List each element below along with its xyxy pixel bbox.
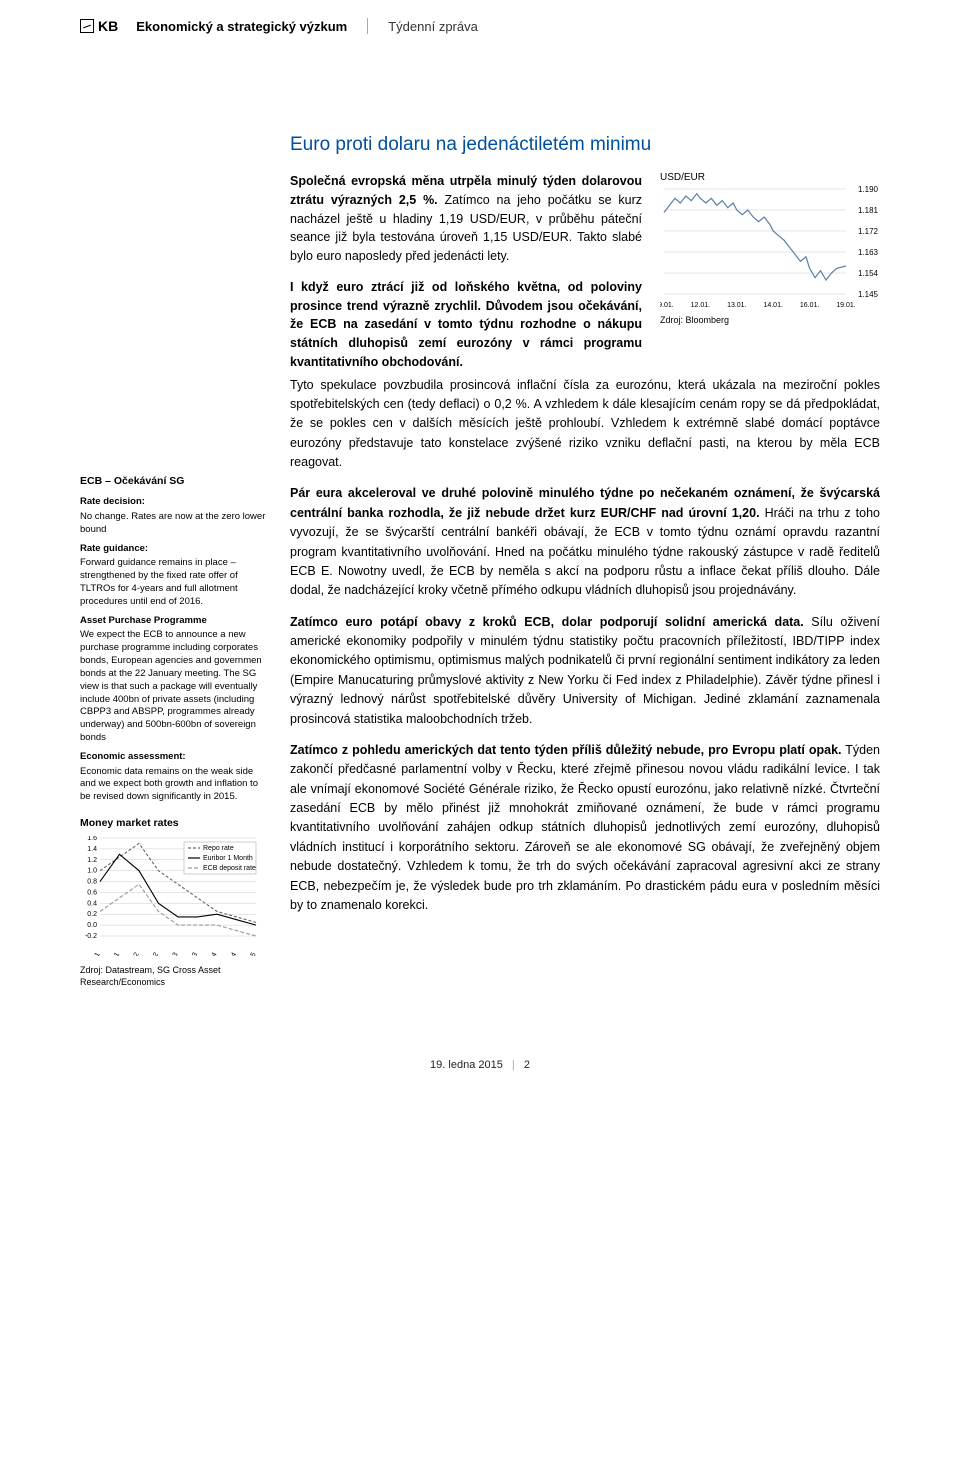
svg-text:-0.2: -0.2 [85,933,97,940]
asset-text: We expect the ECB to announce a new purc… [80,629,268,744]
svg-text:14.01.: 14.01. [763,302,783,309]
usd-eur-chart: 1.190 1.181 1.172 1.163 1.154 1.145 09.01. 12.0… [660,185,880,310]
svg-text:01-11: 01-11 [87,952,102,957]
lead-block: Společná evropská měna utrpěla minulý tý… [290,172,642,372]
svg-text:01-12: 01-12 [126,952,141,957]
footer-page: 2 [524,1059,530,1071]
footer-date: 19. ledna 2015 [430,1059,503,1071]
svg-text:1.2: 1.2 [87,857,97,864]
svg-text:07-12: 07-12 [145,952,160,957]
header: KB Ekonomický a strategický výzkum Týden… [80,18,880,34]
usd-chart-title: USD/EUR [660,172,880,183]
sidebar-title: ECB – Očekávání SG [80,474,268,488]
p4-rest: Sílu oživení americké ekonomiky podpořil… [290,615,880,726]
svg-text:01-15: 01-15 [243,952,258,957]
main-content: Euro proti dolaru na jedenáctiletém mini… [290,134,880,989]
rate-guidance-heading: Rate guidance: [80,543,268,556]
rate-decision-text: No change. Rates are now at the zero low… [80,511,268,537]
mm-title: Money market rates [80,816,268,830]
svg-text:1.154: 1.154 [858,269,879,278]
header-right: Týdenní zpráva [388,19,478,34]
logo: KB [80,18,118,34]
money-market-chart: 1.6 1.4 1.2 1.0 0.8 0.6 0.4 0.2 0.0 -0.2 01-11 07-1… [80,836,260,956]
header-left: Ekonomický a strategický výzkum [136,19,347,34]
usd-chart-source: Zdroj: Bloomberg [660,315,880,325]
svg-text:13.01.: 13.01. [727,302,747,309]
svg-text:ECB deposit rate: ECB deposit rate [203,865,256,872]
p5-rest: Týden zakončí předčasné parlamentní volb… [290,743,880,912]
svg-text:07-13: 07-13 [184,952,199,957]
para-5: Zatímco z pohledu amerických dat tento t… [290,741,880,915]
rate-decision-heading: Rate decision: [80,496,268,509]
svg-text:1.181: 1.181 [858,206,879,215]
svg-text:1.4: 1.4 [87,846,97,853]
article-title: Euro proti dolaru na jedenáctiletém mini… [290,134,880,156]
svg-text:Euribor 1 Month: Euribor 1 Month [203,855,253,862]
logo-text: KB [98,18,118,34]
svg-text:07-11: 07-11 [106,952,121,957]
sidebar: ECB – Očekávání SG Rate decision: No cha… [80,134,268,989]
econ-heading: Economic assessment: [80,751,268,764]
svg-text:09.01.: 09.01. [660,302,674,309]
svg-text:0.4: 0.4 [87,901,97,908]
p5-bold: Zatímco z pohledu amerických dat tento t… [290,743,842,757]
svg-text:1.172: 1.172 [858,227,879,236]
svg-text:16.01.: 16.01. [800,302,820,309]
logo-icon [80,19,94,33]
svg-text:0.6: 0.6 [87,890,97,897]
svg-text:0.0: 0.0 [87,922,97,929]
para-4: Zatímco euro potápí obavy z kroků ECB, d… [290,613,880,729]
svg-text:1.190: 1.190 [858,185,879,194]
svg-text:1.6: 1.6 [87,836,97,842]
svg-text:01-14: 01-14 [204,952,219,957]
svg-text:19.01.: 19.01. [836,302,856,309]
header-separator [367,18,368,34]
mm-source: Zdroj: Datastream, SG Cross Asset Resear… [80,964,268,988]
svg-text:1.0: 1.0 [87,868,97,875]
rate-guidance-text: Forward guidance remains in place – stre… [80,557,268,608]
svg-text:0.2: 0.2 [87,911,97,918]
svg-text:01-13: 01-13 [165,952,180,957]
svg-text:07-14: 07-14 [223,952,238,957]
para-3: Pár eura akceleroval ve druhé polovině m… [290,484,880,600]
footer-sep: | [512,1059,515,1071]
asset-heading: Asset Purchase Programme [80,615,268,628]
svg-text:0.8: 0.8 [87,879,97,886]
econ-text: Economic data remains on the weak side a… [80,766,268,804]
lead2-bold: I když euro ztrácí již od loňského květn… [290,280,642,369]
p4-bold: Zatímco euro potápí obavy z kroků ECB, d… [290,615,804,629]
svg-text:1.145: 1.145 [858,290,879,299]
footer: 19. ledna 2015 | 2 [80,1059,880,1071]
svg-text:1.163: 1.163 [858,248,879,257]
svg-text:Repo rate: Repo rate [203,845,234,852]
para-2-rest: Tyto spekulace povzbudila prosincová inf… [290,376,880,473]
usd-eur-chart-box: USD/EUR 1.190 1.181 1.172 1.163 1.154 1.145 09… [660,172,880,372]
svg-text:12.01.: 12.01. [691,302,711,309]
